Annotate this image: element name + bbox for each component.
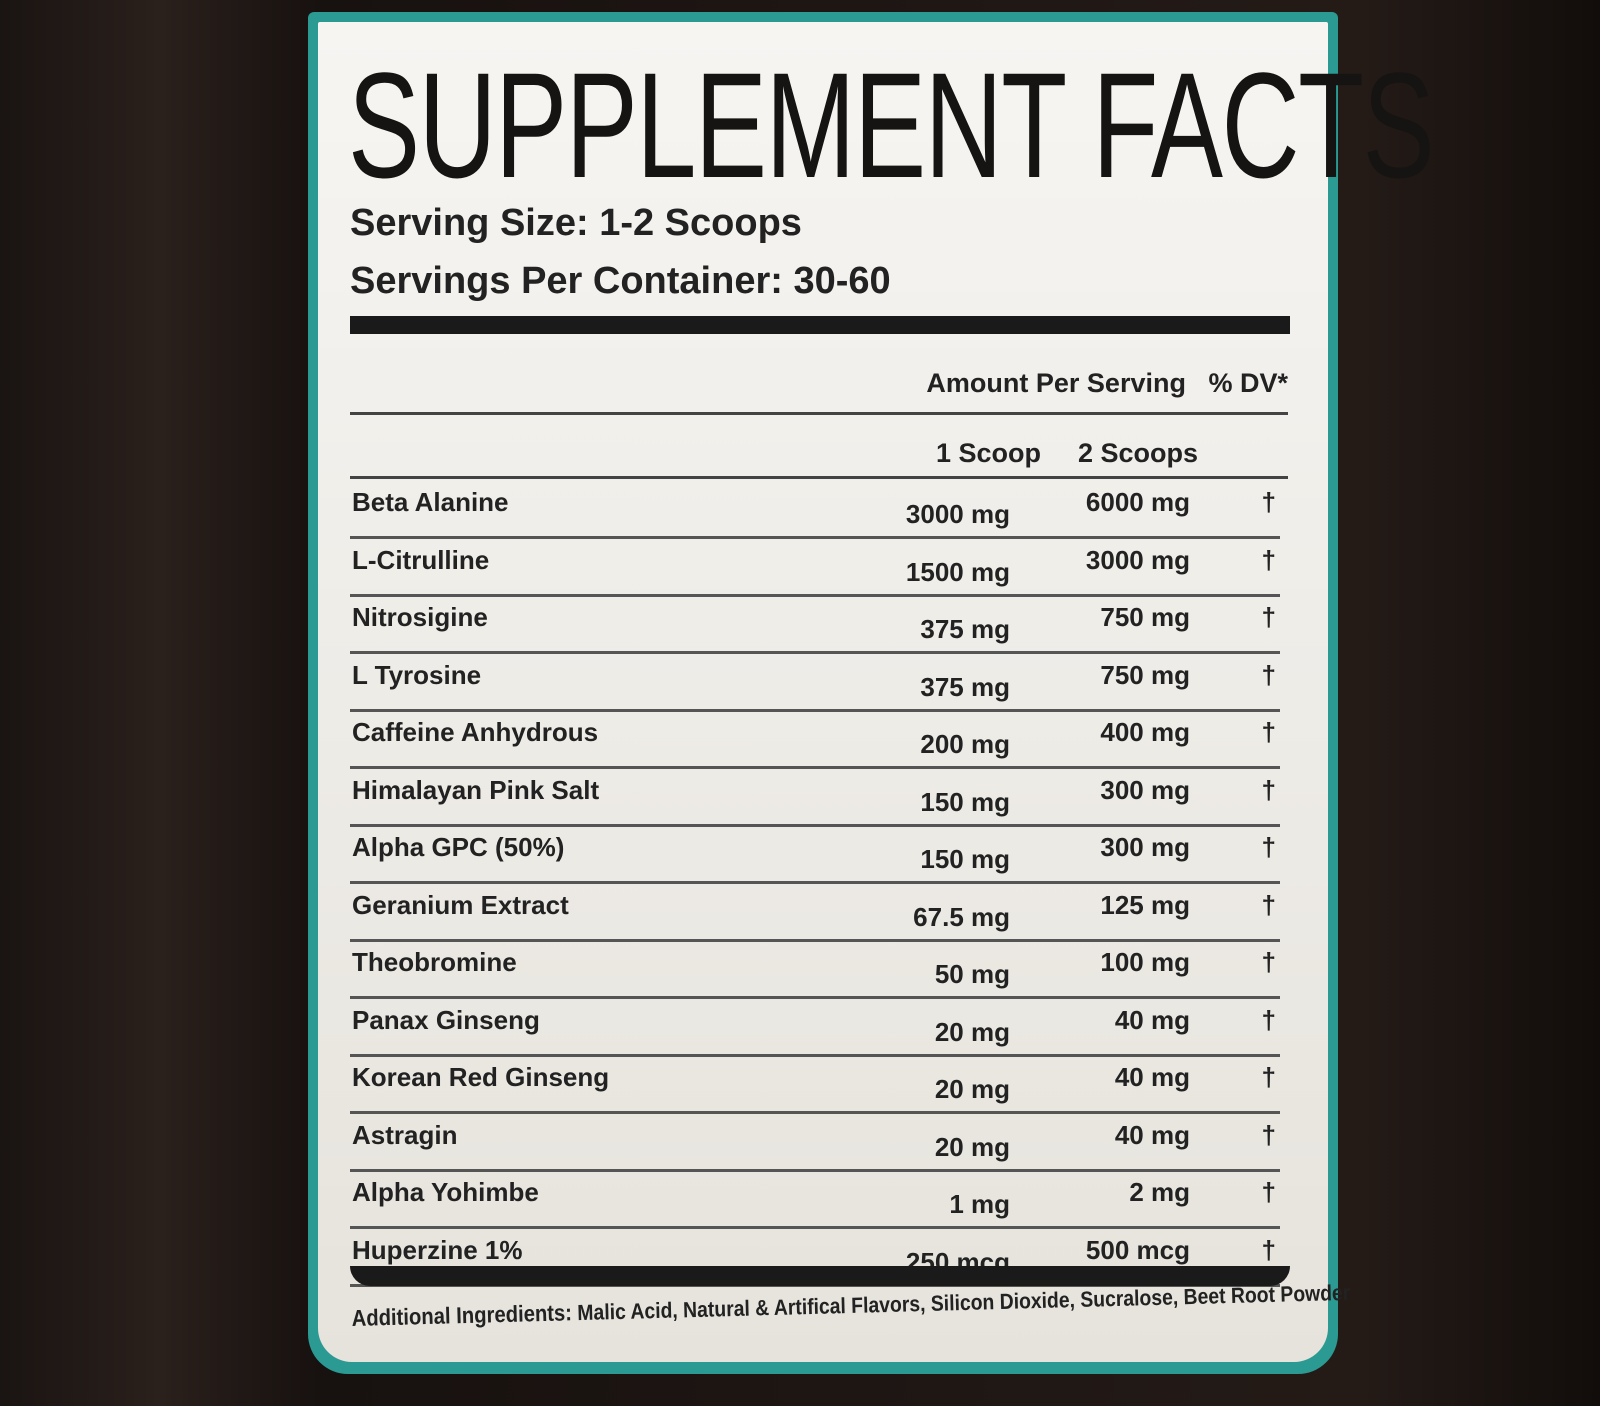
amount-1-scoop: 50 mg bbox=[934, 959, 1010, 989]
amount-2-scoops: 2 mg bbox=[1129, 1177, 1190, 1207]
col2-header: 2 Scoops bbox=[1078, 438, 1199, 468]
amount-2-scoops: 500 mcg bbox=[1085, 1234, 1190, 1265]
ingredient-name: L-Citrulline bbox=[352, 544, 490, 575]
ingredient-row: Astragin 20 mg 40 mg † bbox=[350, 1112, 1280, 1172]
amount-2-scoops: 40 mg bbox=[1114, 1119, 1190, 1150]
serving-size: Serving Size: 1-2 Scoops bbox=[350, 202, 802, 244]
divider-thin bbox=[350, 412, 1288, 415]
daily-value: † bbox=[1261, 889, 1276, 920]
header-row: Amount Per Serving % DV* bbox=[926, 368, 1288, 399]
supplement-label: SUPPLEMENT FACTS Serving Size: 1-2 Scoop… bbox=[308, 12, 1435, 1374]
daily-value: † bbox=[1261, 487, 1276, 517]
amount-2-scoops: 750 mg bbox=[1100, 602, 1190, 632]
amount-2-scoops: 300 mg bbox=[1100, 832, 1190, 862]
ingredient-row: Nitrosigine 375 mg 750 mg † bbox=[350, 594, 1280, 654]
ingredient-row: Korean Red Ginseng 20 mg 40 mg † bbox=[350, 1054, 1280, 1114]
daily-value: † bbox=[1261, 1119, 1276, 1150]
amount-1-scoop: 375 mg bbox=[920, 671, 1010, 702]
amount-2-scoops: 750 mg bbox=[1100, 659, 1190, 690]
daily-value: † bbox=[1261, 1062, 1276, 1092]
ingredient-name: Beta Alanine bbox=[352, 487, 509, 517]
amount-1-scoop: 20 mg bbox=[934, 1016, 1010, 1047]
daily-value: † bbox=[1261, 774, 1276, 805]
daily-value: † bbox=[1261, 1004, 1276, 1035]
amount-1-scoop: 150 mg bbox=[920, 844, 1010, 874]
ingredient-row: Panax Ginseng 20 mg 40 mg † bbox=[350, 997, 1280, 1057]
amount-2-scoops: 40 mg bbox=[1114, 1004, 1190, 1035]
divider-thin bbox=[350, 476, 1288, 479]
amount-1-scoop: 1500 mg bbox=[905, 556, 1010, 587]
amount-1-scoop: 67.5 mg bbox=[913, 901, 1010, 932]
ingredient-name: Alpha GPC (50%) bbox=[352, 832, 565, 862]
ingredient-name: Theobromine bbox=[352, 947, 517, 977]
amount-1-scoop: 375 mg bbox=[920, 614, 1010, 644]
ingredient-name: Geranium Extract bbox=[352, 889, 569, 920]
daily-value: † bbox=[1261, 602, 1276, 632]
daily-value: † bbox=[1261, 947, 1276, 977]
servings-per-container: Servings Per Container: 30-60 bbox=[350, 260, 891, 302]
amount-1-scoop: 200 mg bbox=[920, 729, 1010, 759]
daily-value: † bbox=[1261, 1177, 1276, 1207]
ingredient-row: Caffeine Anhydrous 200 mg 400 mg † bbox=[350, 709, 1280, 769]
label-panel: SUPPLEMENT FACTS Serving Size: 1-2 Scoop… bbox=[318, 22, 1435, 1362]
col1-header: 1 Scoop bbox=[936, 438, 1042, 468]
ingredient-name: Korean Red Ginseng bbox=[352, 1062, 610, 1092]
divider-thick bbox=[350, 316, 1290, 334]
daily-value: † bbox=[1261, 832, 1276, 862]
amount-2-scoops: 300 mg bbox=[1100, 774, 1190, 805]
ingredient-name: Panax Ginseng bbox=[352, 1004, 540, 1035]
ingredient-name: Himalayan Pink Salt bbox=[352, 774, 600, 805]
ingredient-row: L Tyrosine 375 mg 750 mg † bbox=[350, 652, 1280, 712]
daily-value: † bbox=[1261, 544, 1276, 575]
ingredient-name: Caffeine Anhydrous bbox=[352, 717, 599, 747]
ingredient-name: L Tyrosine bbox=[352, 659, 482, 690]
daily-value: † bbox=[1261, 659, 1276, 690]
ingredient-row: Alpha Yohimbe 1 mg 2 mg † bbox=[350, 1169, 1280, 1229]
divider-thick bbox=[350, 1266, 1290, 1286]
ingredient-row: L-Citrulline 1500 mg 3000 mg † bbox=[350, 537, 1280, 597]
amount-1-scoop: 3000 mg bbox=[905, 499, 1010, 529]
additional-ingredients: Additional Ingredients: Malic Acid, Natu… bbox=[351, 1279, 1350, 1332]
ingredient-name: Astragin bbox=[352, 1119, 458, 1150]
ingredient-row: Theobromine 50 mg 100 mg † bbox=[350, 939, 1280, 999]
amount-2-scoops: 40 mg bbox=[1114, 1062, 1190, 1092]
additional-ingredients-label: Additional Ingredients: bbox=[351, 1299, 573, 1332]
amount-2-scoops: 400 mg bbox=[1100, 717, 1190, 747]
ingredient-row: Geranium Extract 67.5 mg 125 mg † bbox=[350, 882, 1280, 942]
ingredient-name: Nitrosigine bbox=[352, 602, 488, 632]
ingredient-name: Alpha Yohimbe bbox=[352, 1177, 539, 1207]
label-title: SUPPLEMENT FACTS bbox=[348, 41, 1435, 209]
daily-value: † bbox=[1261, 717, 1276, 747]
amount-2-scoops: 6000 mg bbox=[1085, 487, 1190, 517]
ingredient-name: Huperzine 1% bbox=[352, 1234, 523, 1265]
ingredient-row: Himalayan Pink Salt 150 mg 300 mg † bbox=[350, 767, 1280, 827]
amount-per-serving-header: Amount Per Serving bbox=[926, 368, 1186, 398]
amount-2-scoops: 3000 mg bbox=[1085, 544, 1190, 575]
dv-header: % DV* bbox=[1208, 368, 1288, 398]
additional-ingredients-text: Malic Acid, Natural & Artifical Flavors,… bbox=[577, 1279, 1351, 1326]
ingredient-row: Beta Alanine 3000 mg 6000 mg † bbox=[350, 479, 1280, 539]
amount-2-scoops: 100 mg bbox=[1100, 947, 1190, 977]
amount-1-scoop: 150 mg bbox=[920, 786, 1010, 817]
amount-1-scoop: 20 mg bbox=[934, 1131, 1010, 1162]
amount-1-scoop: 20 mg bbox=[934, 1074, 1010, 1104]
amount-1-scoop: 1 mg bbox=[949, 1189, 1010, 1219]
amount-2-scoops: 125 mg bbox=[1100, 889, 1190, 920]
daily-value: † bbox=[1261, 1234, 1276, 1265]
ingredient-row: Alpha GPC (50%) 150 mg 300 mg † bbox=[350, 824, 1280, 884]
